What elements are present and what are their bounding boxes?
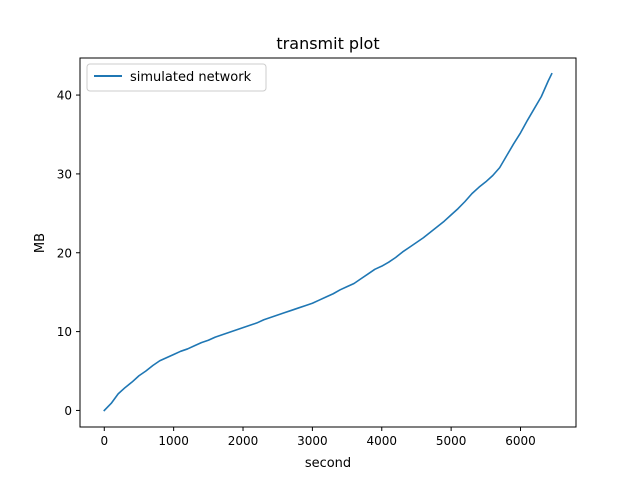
x-tick-label-6000: 6000 (505, 434, 536, 448)
plot-area: 0 1000 2000 3000 4000 5000 6000 0 10 20 30 40 (57, 57, 577, 448)
y-tick-label-40: 40 (57, 89, 72, 103)
axes-frame (79, 57, 577, 428)
x-tick-label-5000: 5000 (436, 434, 467, 448)
chart-title: transmit plot (276, 34, 379, 53)
x-axis-label: second (305, 456, 351, 471)
y-tick-label-30: 30 (57, 167, 72, 181)
legend-box (86, 63, 267, 92)
x-tick-label-3000: 3000 (297, 434, 328, 448)
y-tick-label-10: 10 (57, 325, 72, 339)
x-tick-label-1000: 1000 (158, 434, 189, 448)
legend: simulated network (86, 63, 267, 92)
x-tick-label-0: 0 (100, 434, 108, 448)
y-tick-label-20: 20 (57, 246, 72, 260)
x-tick-label-4000: 4000 (366, 434, 397, 448)
y-axis-label: MB (33, 233, 48, 253)
series-line-simulated-network (103, 72, 553, 412)
legend-label-simulated-network: simulated network (130, 70, 252, 85)
y-tick-label-0: 0 (64, 404, 72, 418)
x-tick-label-2000: 2000 (228, 434, 259, 448)
